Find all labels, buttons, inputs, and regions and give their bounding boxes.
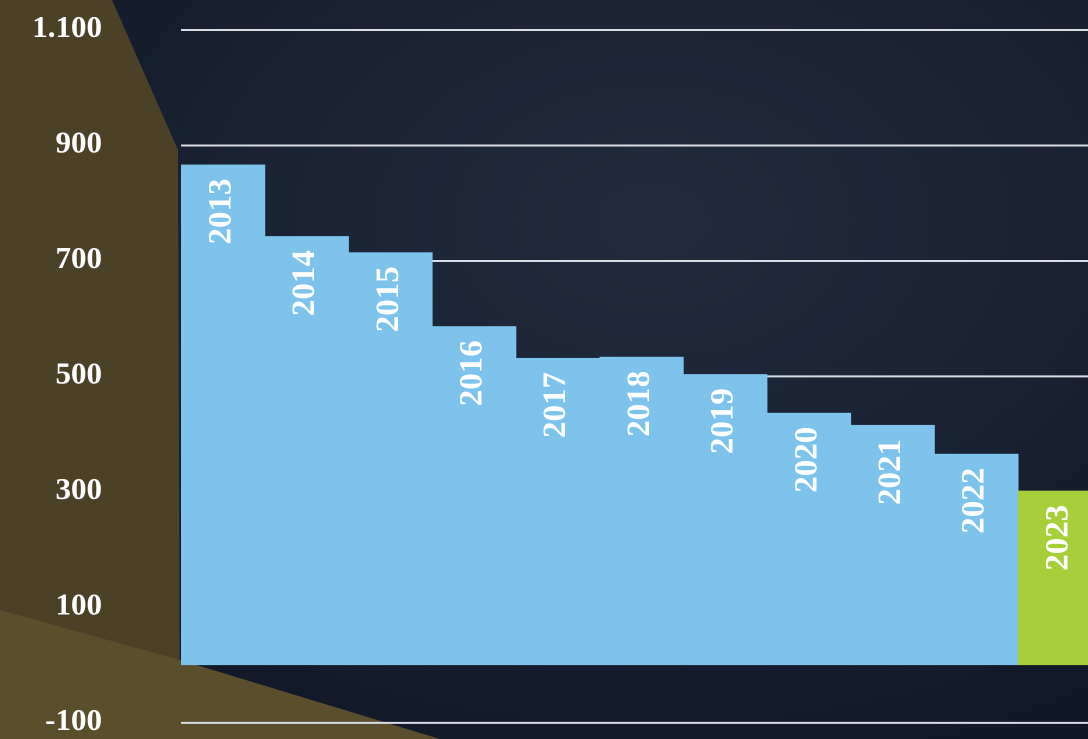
- y-tick-label: 300: [56, 471, 103, 506]
- bar: [1018, 490, 1088, 666]
- category-label: 2020: [788, 427, 824, 493]
- y-tick-label: 100: [56, 586, 103, 621]
- bar: [432, 326, 517, 666]
- y-tick-label: 500: [56, 356, 103, 391]
- background-shape: [0, 0, 180, 739]
- y-tick-label: -100: [45, 702, 102, 737]
- category-label: 2014: [286, 250, 322, 316]
- category-label: 2017: [537, 372, 573, 438]
- bar: [348, 252, 433, 666]
- bar: [934, 453, 1019, 666]
- y-tick-label: 700: [56, 240, 103, 275]
- bar: [264, 236, 349, 666]
- y-tick-label: 900: [56, 125, 103, 160]
- bar: [599, 356, 684, 666]
- category-label: 2015: [370, 266, 406, 332]
- bar: [766, 412, 852, 666]
- category-label: 2013: [202, 179, 238, 245]
- y-tick-label: 1.100: [32, 9, 102, 44]
- category-label: 2021: [872, 439, 908, 505]
- category-label: 2016: [454, 340, 490, 406]
- category-label: 2022: [956, 468, 992, 534]
- bar: [850, 424, 935, 666]
- bar: [683, 374, 768, 666]
- background-shape: [0, 610, 440, 739]
- category-label: 2018: [621, 371, 657, 437]
- bar: [515, 357, 600, 666]
- category-label: 2023: [1039, 505, 1075, 571]
- category-label: 2019: [705, 388, 741, 454]
- bar: [181, 164, 266, 666]
